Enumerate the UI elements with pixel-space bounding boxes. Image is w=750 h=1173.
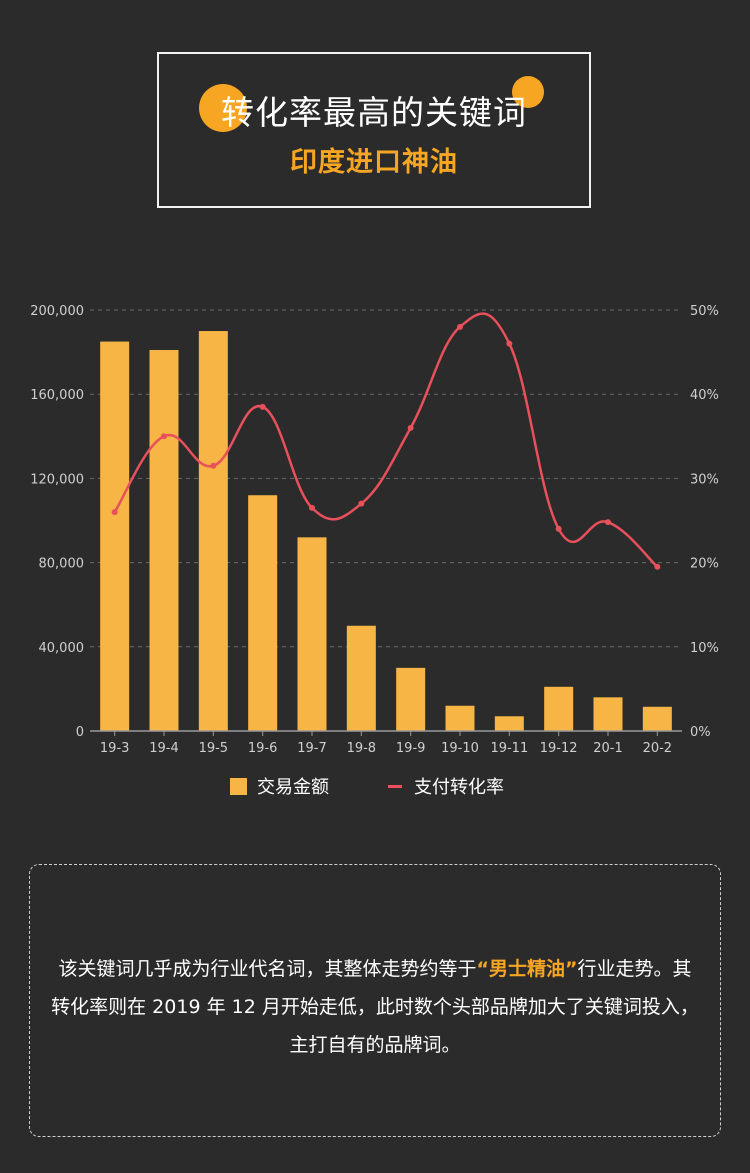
bar — [346, 625, 376, 731]
conversion-line — [113, 312, 659, 568]
chart-legend: 交易金额 支付转化率 — [0, 773, 750, 803]
y-right-tick-label: 40% — [690, 388, 719, 403]
bar — [593, 697, 623, 731]
line-point — [358, 500, 365, 507]
note-text: 该关键词几乎成为行业代名词，其整体走势约等于“男士精油”行业走势。其转化率则在 … — [50, 950, 700, 1064]
line-point — [259, 403, 266, 410]
line-swatch-icon — [388, 784, 402, 788]
x-tick-label: 19-4 — [149, 741, 179, 756]
bar — [396, 667, 426, 731]
y-right-tick-label: 10% — [690, 641, 719, 656]
x-tick-label: 19-6 — [248, 741, 278, 756]
x-tick-label: 19-8 — [347, 741, 377, 756]
x-tick-label: 19-10 — [441, 741, 479, 756]
bar — [297, 537, 327, 731]
line-point — [161, 433, 167, 440]
bar — [544, 686, 574, 731]
y-right-tick-label: 0% — [690, 725, 711, 740]
accent-dot-right — [512, 76, 544, 108]
x-tick-label: 19-11 — [490, 741, 528, 756]
title-box: 转化率最高的关键词 印度进口神油 — [157, 52, 591, 208]
line-point — [210, 462, 217, 469]
bar — [445, 705, 475, 731]
y-right-tick-label: 30% — [690, 472, 719, 487]
line-point — [555, 525, 562, 532]
accent-dot-left — [199, 84, 247, 132]
bar — [198, 331, 228, 731]
legend-item-line[interactable]: 支付转化率 — [388, 773, 504, 799]
bar — [642, 706, 672, 731]
line-point — [309, 504, 315, 511]
page-subtitle: 印度进口神油 — [290, 147, 458, 178]
bar — [494, 716, 524, 731]
page-title: 转化率最高的关键词 — [221, 93, 527, 132]
y-left-tick-label: 120,000 — [30, 472, 84, 487]
y-left-tick-label: 160,000 — [30, 388, 84, 403]
x-tick-label: 19-5 — [199, 741, 229, 756]
line-point — [506, 340, 513, 347]
line-point — [111, 509, 118, 516]
line-point — [654, 563, 661, 570]
x-tick-label: 19-7 — [297, 741, 327, 756]
legend-bar-label: 交易金额 — [257, 777, 329, 798]
note-text-part2: 行业走势。其转化率则在 2019 年 12 月开始走低，此时数个头部品牌加大了关… — [51, 958, 699, 1056]
bar — [149, 349, 179, 731]
note-highlight: “男士精油” — [476, 958, 578, 980]
note-box: 该关键词几乎成为行业代名词，其整体走势约等于“男士精油”行业走势。其转化率则在 … — [29, 864, 721, 1137]
bar — [248, 495, 278, 731]
y-left-tick-label: 200,000 — [30, 304, 84, 319]
line-point — [407, 424, 414, 431]
y-left-tick-label: 40,000 — [39, 641, 85, 656]
y-left-tick-label: 80,000 — [39, 557, 85, 572]
x-tick-label: 19-9 — [396, 741, 426, 756]
x-tick-label: 19-3 — [100, 741, 130, 756]
note-text-part1: 该关键词几乎成为行业代名词，其整体走势约等于 — [58, 958, 477, 980]
x-tick-label: 19-12 — [540, 741, 578, 756]
line-point — [605, 519, 611, 526]
bar — [100, 341, 130, 731]
line-point — [457, 323, 463, 330]
x-tick-label: 20-1 — [593, 741, 623, 756]
y-right-tick-label: 50% — [690, 304, 719, 319]
x-tick-label: 20-2 — [643, 741, 673, 756]
legend-line-label: 支付转化率 — [414, 777, 504, 798]
conversion-chart: 0 40,000 80,000 120,000 160,000 200,000 0% 10% 2… — [30, 304, 719, 756]
legend-item-bar[interactable]: 交易金额 — [230, 773, 329, 799]
y-right-tick-label: 20% — [690, 557, 719, 572]
bar-swatch-icon — [230, 777, 247, 795]
y-left-tick-label: 0 — [76, 725, 84, 740]
